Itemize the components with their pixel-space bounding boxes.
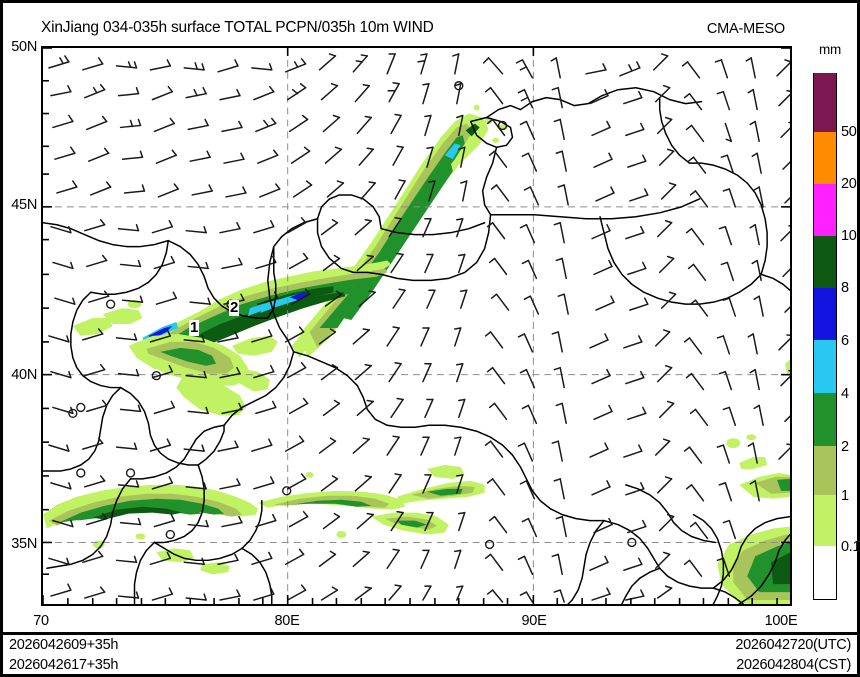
footer-divider [3, 632, 857, 635]
colorbar-band-0.1-1[interactable] [813, 495, 837, 546]
footer-valid-utc: 2026042720(UTC) [735, 637, 851, 653]
colorbar-tick-10: 10 [841, 228, 857, 244]
colorbar-band-2-4[interactable] [813, 393, 837, 446]
footer-init-cst: 2026042617+35h [9, 657, 119, 673]
map-plot-area[interactable]: 2 1 [41, 46, 792, 606]
colorbar-tick-4: 4 [841, 386, 849, 402]
colorbar-tick-8: 8 [841, 280, 849, 296]
colorbar-bottom-edge [813, 599, 837, 600]
footer-valid-cst: 2026042804(CST) [736, 657, 851, 673]
colorbar-tick-2: 2 [841, 439, 849, 455]
colorbar-band-1-2[interactable] [813, 446, 837, 495]
x-axis-label-90e: 90E [521, 613, 547, 629]
colorbar-band-4-6[interactable] [813, 340, 837, 393]
x-axis-label-100e: 100E [764, 613, 798, 629]
colorbar-tick-1: 1 [841, 488, 849, 504]
colorbar-band-over50[interactable] [813, 73, 837, 132]
colorbar-tick-20: 20 [841, 176, 857, 192]
precipitation-colorbar[interactable] [813, 73, 837, 600]
precipitation-shading [43, 104, 790, 604]
colorbar-band-8-10[interactable] [813, 236, 837, 288]
colorbar-tick-50: 50 [841, 124, 857, 140]
y-axis-label-40n: 40N [11, 367, 37, 383]
page-title: XinJiang 034-035h surface TOTAL PCPN/035… [41, 19, 434, 36]
map-canvas [43, 48, 790, 604]
calm-wind-markers [68, 81, 637, 550]
station-value-label: 1 [189, 319, 200, 336]
wind-barb-field [48, 53, 790, 603]
frame-ticks [43, 48, 790, 604]
colorbar-band-under0.1[interactable] [813, 546, 837, 600]
colorbar-tick-6: 6 [841, 333, 849, 349]
colorbar-unit-label: mm [819, 42, 842, 57]
model-brand-label: CMA-MESO [706, 21, 785, 37]
colorbar-band-20-50[interactable] [813, 132, 837, 184]
colorbar-tick-0.1: 0.1 [841, 539, 860, 555]
x-axis-label-70: 70 [33, 613, 49, 629]
colorbar-band-10-20[interactable] [813, 184, 837, 236]
colorbar-band-6-8[interactable] [813, 288, 837, 340]
footer-init-utc: 2026042609+35h [9, 637, 119, 653]
y-axis-label-45n: 45N [11, 197, 37, 213]
country-and-province-borders [43, 86, 790, 604]
y-axis-label-50n: 50N [11, 39, 37, 55]
y-axis-label-35n: 35N [11, 536, 37, 552]
station-value-label: 2 [229, 299, 240, 316]
x-axis-label-80e: 80E [274, 613, 300, 629]
